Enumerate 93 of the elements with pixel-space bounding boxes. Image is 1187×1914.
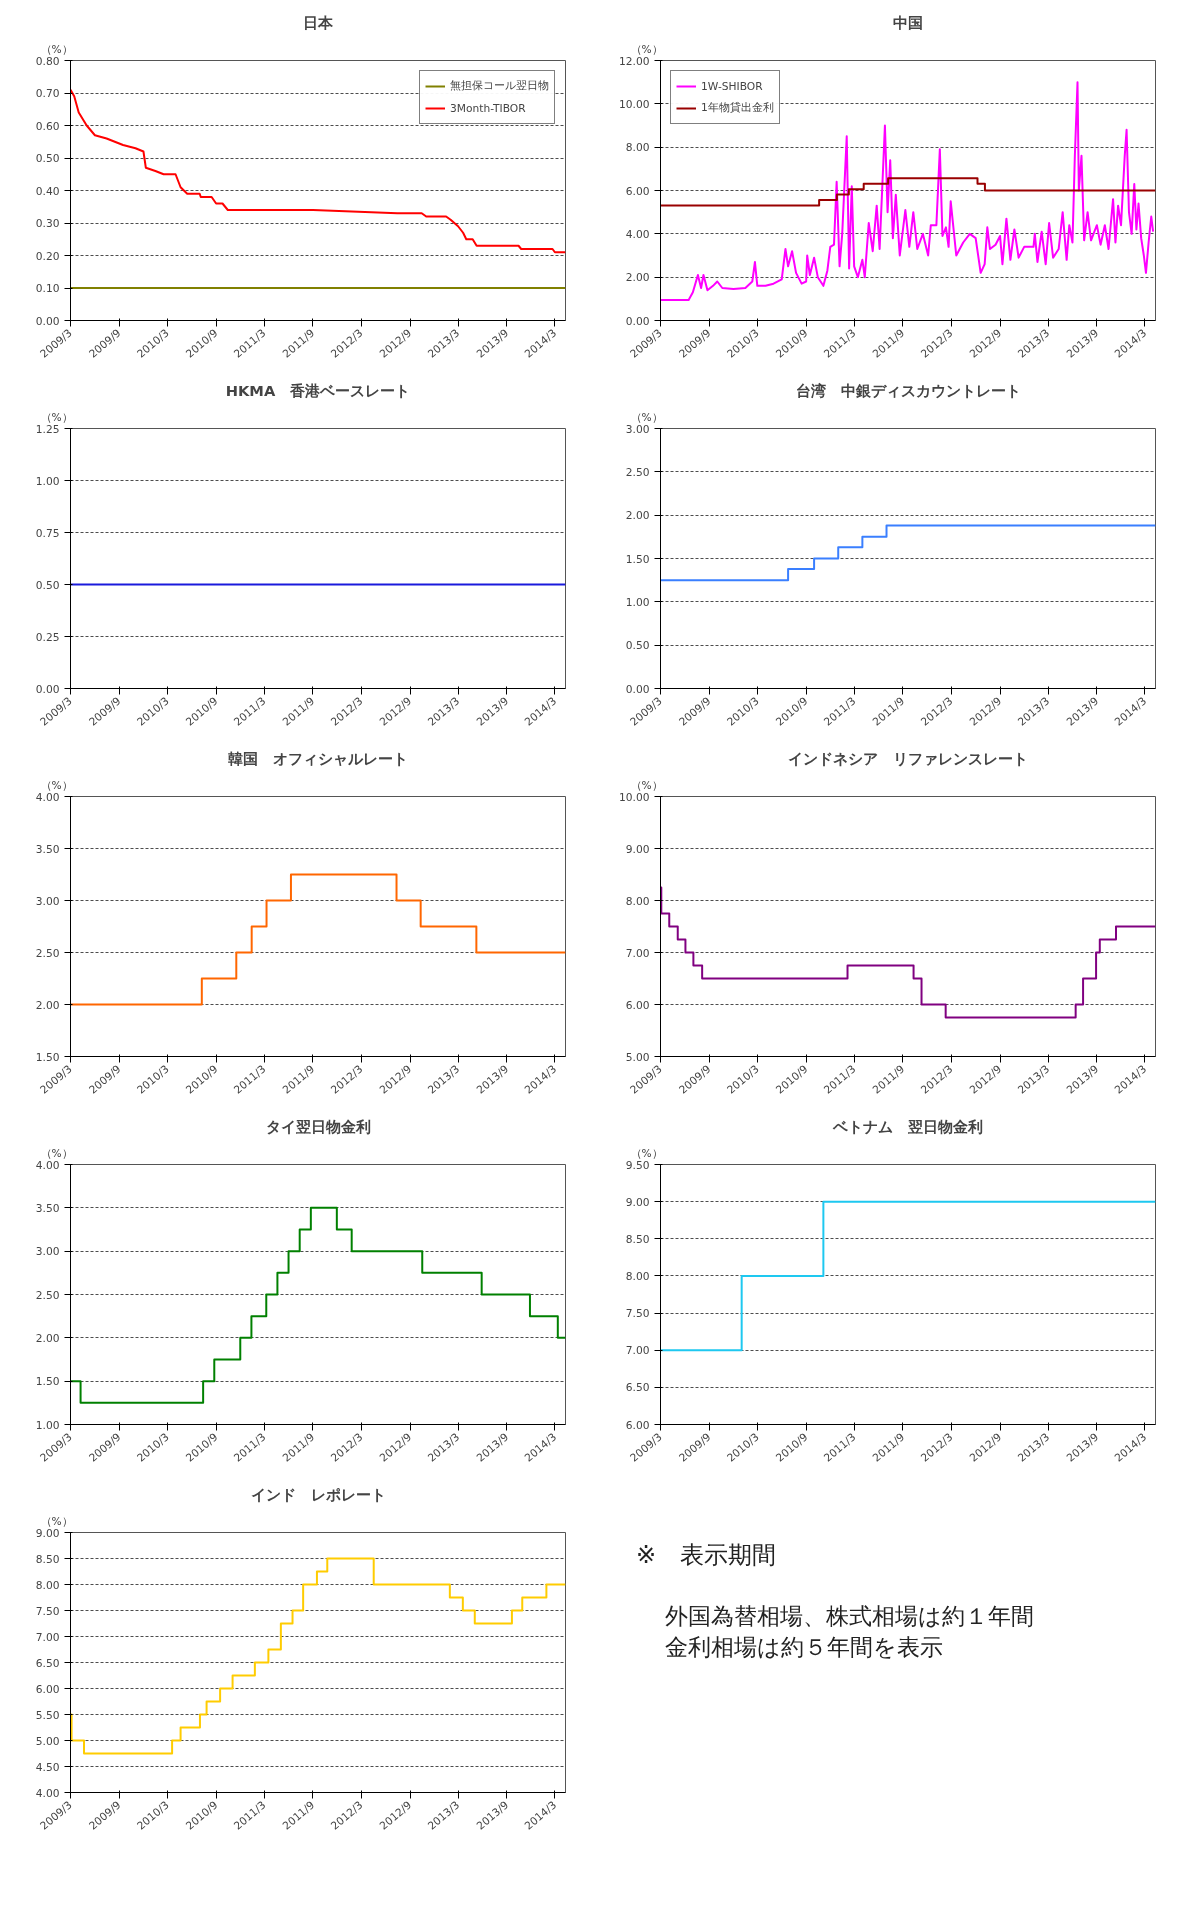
y-tick-label: 6.00 bbox=[35, 1682, 60, 1696]
y-axis-title: （%） bbox=[40, 410, 73, 424]
y-tick-label: 0.00 bbox=[35, 682, 60, 696]
y-tick-label: 0.40 bbox=[35, 184, 60, 198]
y-tick-label: 7.00 bbox=[35, 1630, 60, 1644]
y-axis-title: （%） bbox=[630, 410, 663, 424]
y-tick-label: 4.00 bbox=[35, 1158, 60, 1172]
legend-label: 1W-SHIBOR bbox=[701, 79, 763, 93]
y-tick-label: 8.00 bbox=[625, 894, 650, 908]
y-axis-title: （%） bbox=[630, 42, 663, 56]
y-tick-label: 8.00 bbox=[625, 1269, 650, 1283]
y-tick-label: 0.25 bbox=[35, 630, 60, 644]
text: ※ 表示期間 bbox=[636, 1540, 777, 1569]
y-axis-title: （%） bbox=[630, 778, 663, 792]
y-tick-label: 6.50 bbox=[625, 1381, 650, 1395]
text: 金利相場は約５年間を表示 bbox=[665, 1633, 944, 1660]
y-tick-label: 8.50 bbox=[625, 1232, 650, 1246]
y-tick-label: 3.50 bbox=[35, 842, 60, 856]
y-tick-label: 7.50 bbox=[625, 1307, 650, 1321]
y-tick-label: 0.50 bbox=[625, 639, 650, 653]
y-tick-label: 1.00 bbox=[35, 1418, 60, 1432]
y-tick-label: 7.00 bbox=[625, 946, 650, 960]
y-tick-label: 5.00 bbox=[625, 1050, 650, 1064]
y-tick-label: 0.20 bbox=[35, 249, 60, 263]
y-tick-label: 8.00 bbox=[625, 141, 650, 155]
y-axis-title: （%） bbox=[40, 42, 73, 56]
y-tick-label: 6.00 bbox=[625, 184, 650, 198]
y-tick-label: 1.50 bbox=[35, 1050, 60, 1064]
chart-title: 台湾 中銀ディスカウントレート bbox=[795, 381, 1021, 399]
y-tick-label: 4.00 bbox=[625, 227, 650, 241]
y-tick-label: 1.00 bbox=[35, 474, 60, 488]
chart-title: インドネシア リファレンスレート bbox=[788, 749, 1028, 767]
y-tick-label: 9.00 bbox=[625, 1195, 650, 1209]
y-tick-label: 9.00 bbox=[625, 842, 650, 856]
chart-title: タイ翌日物金利 bbox=[265, 1117, 371, 1135]
y-axis-title: （%） bbox=[630, 1146, 663, 1160]
y-tick-label: 1.00 bbox=[625, 595, 650, 609]
y-tick-label: 3.00 bbox=[35, 894, 60, 908]
y-tick-label: 2.00 bbox=[35, 1331, 60, 1345]
y-tick-label: 6.00 bbox=[625, 1418, 650, 1432]
y-tick-label: 3.00 bbox=[35, 1245, 60, 1259]
y-tick-label: 10.00 bbox=[618, 97, 650, 111]
y-tick-label: 2.00 bbox=[625, 509, 650, 523]
chart-title: インド レポレート bbox=[250, 1485, 386, 1503]
y-tick-label: 0.10 bbox=[35, 282, 60, 295]
y-tick-label: 1.25 bbox=[35, 422, 60, 436]
y-tick-label: 10.00 bbox=[618, 790, 650, 804]
line-series bbox=[660, 81, 1155, 301]
y-tick-label: 0.00 bbox=[625, 682, 650, 696]
y-tick-label: 0.50 bbox=[35, 152, 60, 165]
y-tick-label: 2.50 bbox=[35, 946, 60, 960]
chart-title: 日本 bbox=[303, 13, 334, 31]
y-axis-title: （%） bbox=[40, 778, 73, 792]
y-tick-label: 6.00 bbox=[625, 998, 650, 1012]
y-tick-label: 0.75 bbox=[35, 526, 60, 540]
y-tick-label: 4.00 bbox=[35, 1786, 60, 1800]
legend-label: 1年物貸出金利 bbox=[701, 101, 774, 115]
y-tick-label: 5.00 bbox=[35, 1734, 60, 1748]
legend-label: 無担保コール翌日物 bbox=[450, 79, 549, 93]
y-tick-label: 2.00 bbox=[625, 271, 650, 285]
chart-title: 中国 bbox=[893, 13, 923, 31]
legend-label: 3Month-TIBOR bbox=[450, 101, 526, 115]
y-tick-label: 7.00 bbox=[625, 1344, 650, 1358]
y-tick-label: 0.30 bbox=[35, 217, 60, 230]
text: 外国為替相場、株式相場は約１年間 bbox=[665, 1602, 1035, 1629]
y-tick-label: 5.50 bbox=[35, 1708, 60, 1722]
y-tick-label: 0.80 bbox=[35, 54, 60, 68]
y-tick-label: 2.50 bbox=[625, 465, 650, 479]
y-tick-label: 4.50 bbox=[35, 1760, 60, 1774]
y-tick-label: 8.50 bbox=[35, 1552, 60, 1566]
y-axis-title: （%） bbox=[40, 1146, 73, 1160]
y-tick-label: 3.00 bbox=[625, 422, 650, 436]
chart-title: HKMA 香港ベースレート bbox=[225, 381, 411, 399]
y-tick-label: 0.50 bbox=[35, 578, 60, 592]
y-tick-label: 0.60 bbox=[35, 119, 60, 133]
y-tick-label: 2.50 bbox=[35, 1288, 60, 1302]
y-tick-label: 4.00 bbox=[35, 790, 60, 804]
y-tick-label: 12.00 bbox=[618, 54, 650, 68]
y-tick-label: 6.50 bbox=[35, 1656, 60, 1670]
y-tick-label: 0.00 bbox=[35, 314, 60, 328]
y-tick-label: 2.00 bbox=[35, 998, 60, 1012]
chart-title: 韓国 オフィシャルレート bbox=[228, 749, 408, 767]
y-tick-label: 0.00 bbox=[625, 314, 650, 328]
y-tick-label: 9.00 bbox=[35, 1526, 60, 1540]
y-tick-label: 0.70 bbox=[35, 87, 60, 100]
y-tick-label: 3.50 bbox=[35, 1201, 60, 1215]
y-tick-label: 1.50 bbox=[35, 1375, 60, 1389]
y-tick-label: 7.50 bbox=[35, 1604, 60, 1618]
chart-title: ベトナム 翌日物金利 bbox=[832, 1117, 983, 1135]
y-tick-label: 8.00 bbox=[35, 1578, 60, 1592]
y-axis-title: （%） bbox=[40, 1514, 73, 1528]
y-tick-label: 9.50 bbox=[625, 1158, 650, 1172]
y-tick-label: 1.50 bbox=[625, 552, 650, 566]
